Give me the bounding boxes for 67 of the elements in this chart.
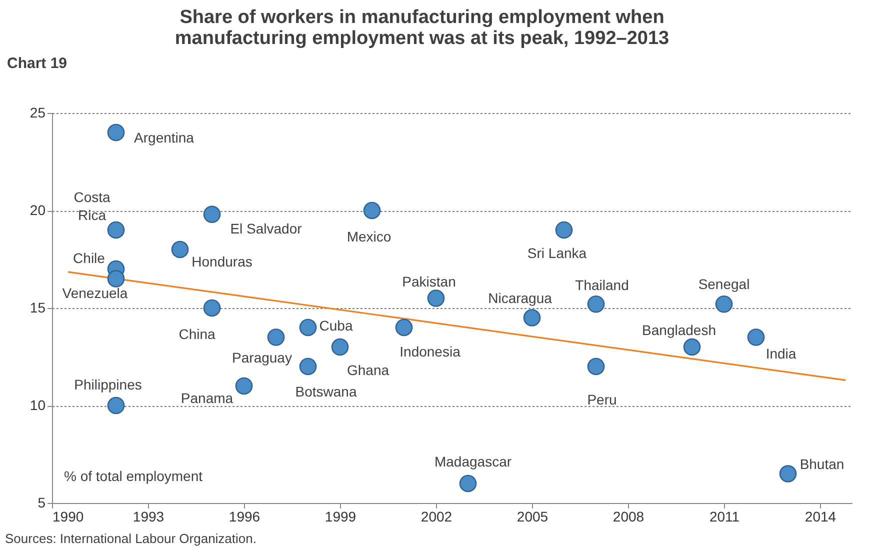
annotation: Thailand	[575, 277, 629, 294]
point	[299, 358, 317, 376]
point	[171, 240, 189, 258]
x-tick-label: 2011	[709, 508, 740, 524]
source-note: Sources: International Labour Organization.	[5, 531, 256, 546]
annotation: Madagascar	[434, 454, 512, 470]
annotation: India	[766, 345, 796, 362]
annotation: China	[178, 326, 216, 342]
point	[203, 299, 221, 317]
annotation: Botswana	[295, 384, 357, 400]
point	[683, 338, 701, 356]
annotation: El Salvador	[230, 220, 302, 236]
x-tick-label: 2008	[612, 508, 644, 524]
annotation: Venezuela	[62, 284, 128, 301]
x-tick-label: 1999	[324, 508, 356, 524]
point	[587, 295, 605, 313]
x-tick-label: 2005	[516, 508, 548, 524]
annotation: Ghana	[346, 362, 390, 378]
annotation: Mexico	[346, 228, 392, 244]
point	[395, 318, 413, 336]
annotation: Honduras	[192, 254, 252, 270]
annotation: Paraguay	[232, 349, 292, 366]
annotation: Peru	[587, 392, 617, 408]
point	[107, 270, 125, 288]
point	[107, 124, 125, 142]
annotation: Sri Lanka	[527, 245, 587, 261]
point	[331, 338, 349, 356]
point	[363, 202, 381, 220]
point	[587, 358, 605, 376]
point	[715, 295, 733, 313]
annotation: Senegal	[698, 276, 750, 292]
point	[459, 474, 477, 492]
annotation: Bhutan	[800, 456, 844, 472]
point	[107, 396, 125, 414]
x-tick-label: 2002	[420, 508, 452, 524]
annotation: % of total employment	[64, 468, 203, 484]
point	[555, 221, 573, 239]
annotation: Pakistan	[402, 273, 456, 290]
caption: Chart 19	[7, 55, 68, 72]
y-tick-label: 20	[30, 202, 46, 218]
annotation: Costa Rica	[74, 189, 110, 223]
x-tick-label: 1993	[132, 508, 164, 524]
annotation: Philippines	[74, 376, 142, 392]
point	[427, 290, 445, 307]
point	[203, 206, 221, 224]
annotation: Nicaragua	[488, 290, 552, 306]
point	[235, 377, 253, 395]
point	[747, 328, 765, 346]
point	[523, 309, 541, 326]
x-tick-label: 1990	[52, 508, 84, 524]
y-tick-label: 25	[30, 104, 46, 120]
y-tick-label: 5	[38, 494, 46, 510]
x-tick-label: 2014	[804, 508, 836, 524]
chart-title: Share of workers in manufacturing employment when manufacturing employment was at its peak, 1992–2013	[174, 7, 670, 49]
point	[107, 221, 125, 239]
annotation: Indonesia	[400, 344, 461, 360]
annotation: Chile	[73, 250, 106, 266]
x-tick-label: 1996	[228, 508, 260, 524]
y-tick-label: 15	[30, 300, 46, 316]
annotation: Argentina	[134, 130, 194, 146]
point	[267, 328, 285, 346]
point	[779, 465, 797, 482]
annotation: Panama	[180, 390, 234, 406]
annotation: Cuba	[319, 318, 353, 334]
point	[299, 318, 317, 336]
y-tick-label: 10	[30, 397, 46, 413]
annotation: Bangladesh	[642, 322, 716, 338]
